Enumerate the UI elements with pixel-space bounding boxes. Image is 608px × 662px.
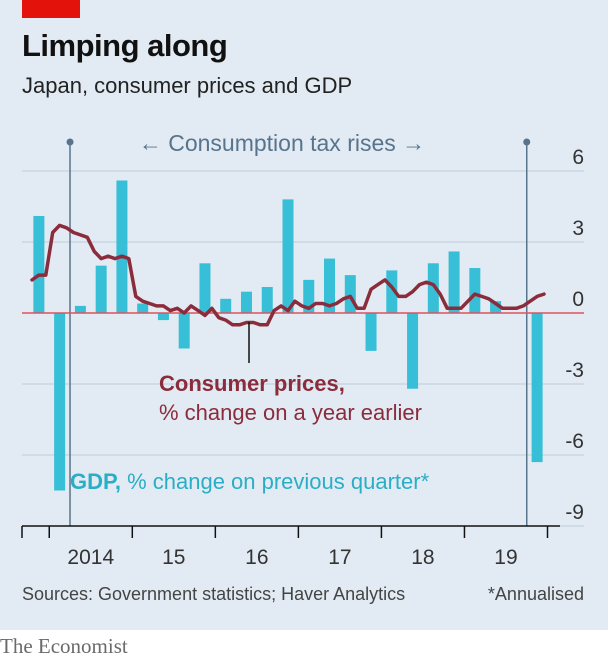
chart-plot: 6 3 0 -3 -6 -9 2014 15 16 17 18 19 ← Consumption t… xyxy=(21,130,584,569)
gdp-bar xyxy=(95,265,107,313)
gdp-bar xyxy=(33,215,45,313)
gdp-bar xyxy=(74,305,86,313)
gdp-bar xyxy=(469,268,481,313)
chart-title: Limping along xyxy=(22,28,228,63)
gdp-label-rest: % change on previous quarter* xyxy=(127,469,430,494)
gdp-bar xyxy=(240,291,252,313)
x-tick-label: 2014 xyxy=(67,546,114,569)
x-tick-label: 16 xyxy=(245,546,268,569)
chart-panel xyxy=(0,0,608,630)
footnote: *Annualised xyxy=(487,584,584,604)
gdp-bar xyxy=(365,313,377,351)
chart-subtitle: Japan, consumer prices and GDP xyxy=(22,73,353,98)
gdp-bar xyxy=(157,313,169,321)
brand-red-tag xyxy=(22,0,80,18)
gdp-bar xyxy=(220,298,232,313)
cpi-series-line xyxy=(30,223,546,327)
source-note: Sources: Government statistics; Haver An… xyxy=(22,584,406,604)
gdp-bar xyxy=(427,263,439,313)
cpi-line xyxy=(30,223,546,327)
gdp-bar xyxy=(407,313,419,389)
x-tick-label: 18 xyxy=(411,546,434,569)
tax-rise-dot xyxy=(66,138,74,146)
x-tick-label: 19 xyxy=(494,546,517,569)
cpi-label-bold: Consumer prices, xyxy=(159,371,345,396)
gdp-bar xyxy=(137,303,149,313)
y-tick-label: -3 xyxy=(565,359,584,382)
gdp-bar xyxy=(54,313,66,491)
gdp-bar xyxy=(490,301,502,313)
x-tick-labels: 2014 15 16 17 18 19 xyxy=(67,546,517,569)
brand-wordmark: The Economist xyxy=(0,634,128,658)
tax-rise-dot xyxy=(523,138,531,146)
y-tick-label: 3 xyxy=(572,217,584,240)
y-tick-labels: 6 3 0 -3 -6 -9 xyxy=(565,146,584,524)
gdp-bar xyxy=(261,286,273,313)
x-tick-label: 17 xyxy=(328,546,351,569)
cpi-series-sublabel: % change on a year earlier xyxy=(159,400,422,425)
x-tick-label: 15 xyxy=(162,546,185,569)
gdp-bars xyxy=(33,180,543,491)
gdp-bar xyxy=(448,251,460,313)
gdp-bar xyxy=(178,313,190,349)
y-tick-label: -9 xyxy=(565,501,584,524)
gdp-bar xyxy=(199,263,211,313)
tax-rises-label: ← Consumption tax rises → xyxy=(139,130,425,156)
gdp-label-bold: GDP, xyxy=(70,469,121,494)
gdp-bar xyxy=(303,279,315,313)
gdp-bar xyxy=(344,275,356,313)
x-axis xyxy=(21,525,560,538)
tax-rise-markers xyxy=(66,138,531,526)
gdp-bar xyxy=(116,180,128,313)
gdp-series-label: GDP, % change on previous quarter* xyxy=(70,469,430,494)
gdp-bar xyxy=(386,270,398,313)
y-tick-label: 0 xyxy=(572,288,584,311)
gdp-bar xyxy=(531,313,543,463)
cpi-series-label: Consumer prices, xyxy=(159,371,345,396)
gdp-bar xyxy=(282,199,294,313)
y-tick-label: -6 xyxy=(565,430,584,453)
y-tick-label: 6 xyxy=(572,146,584,169)
gdp-bar xyxy=(324,258,336,313)
